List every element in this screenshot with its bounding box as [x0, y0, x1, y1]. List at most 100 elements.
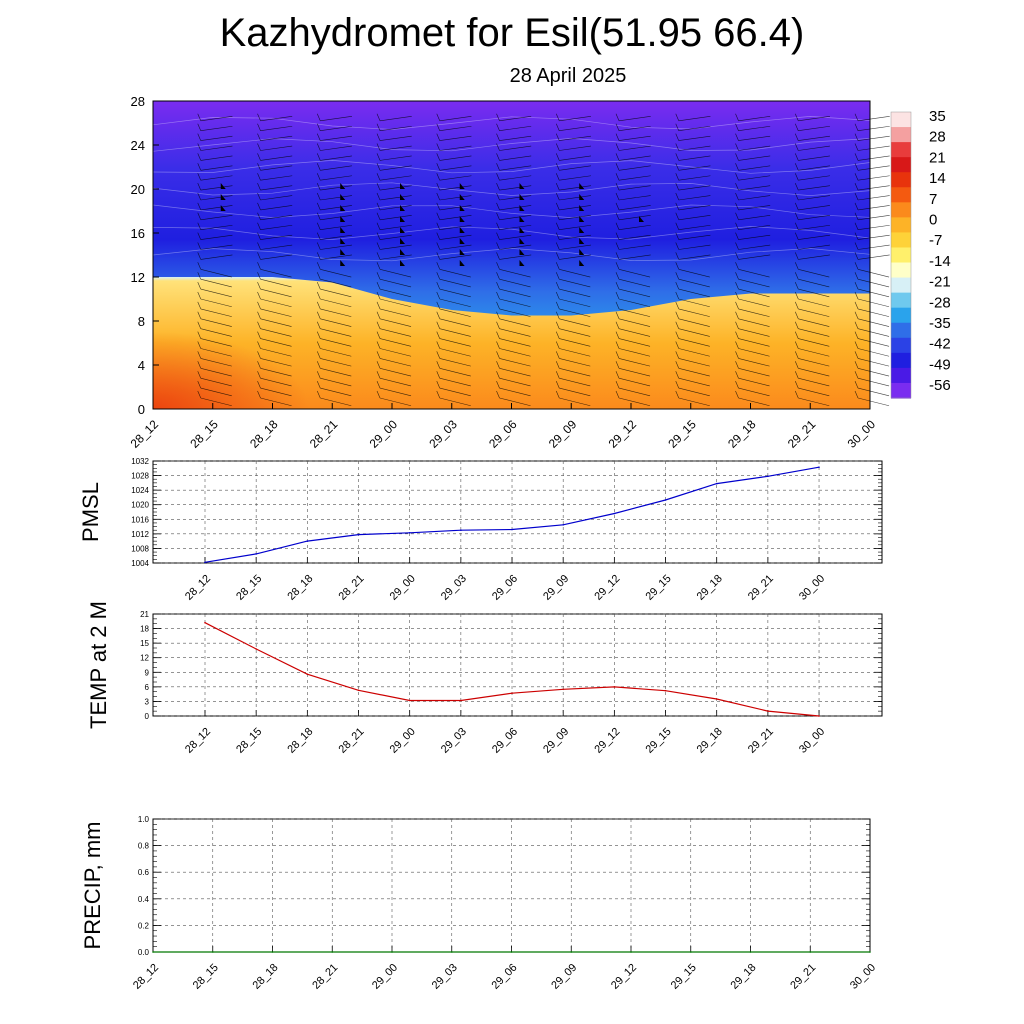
wind-barb: [379, 195, 412, 201]
wind-barb-flag: [316, 380, 321, 389]
wind-barb: [439, 278, 471, 288]
wind-barb-flag: [854, 321, 859, 329]
wind-barb-flag: [854, 311, 859, 319]
wind-barb: [857, 145, 890, 151]
wind-barb-flag: [854, 301, 859, 310]
wind-barb-flag: [794, 202, 799, 211]
wind-barb-flag: [436, 173, 441, 181]
wind-barb-flag: [436, 212, 441, 220]
wind-barb-flag: [794, 143, 799, 151]
wind-barbs: [152, 113, 890, 407]
wind-barb-flag: [615, 212, 620, 220]
wind-barb-flag: [854, 212, 859, 220]
wind-barb-flag: [316, 390, 321, 399]
wind-barb: [260, 328, 292, 337]
wind-barb: [320, 244, 352, 250]
wind-barb: [499, 135, 532, 141]
wind-barb-flag: [316, 113, 321, 121]
y-tick-label: 0.8: [138, 842, 150, 851]
x-tick-label: 28_12: [183, 573, 213, 603]
wind-barb: [618, 135, 651, 141]
wind-barb: [320, 269, 352, 278]
wind-barb: [798, 308, 830, 317]
contour-line: [152, 138, 871, 152]
wind-barb-flag: [257, 281, 261, 290]
wind-barb-flag: [854, 113, 859, 121]
wind-barb: [678, 278, 710, 288]
x-tick-label: 28_15: [234, 573, 264, 603]
wind-barb-flag: [555, 351, 560, 359]
x-tick-label: 29_09: [541, 726, 571, 756]
wind-barb: [678, 234, 711, 240]
wind-barb: [320, 278, 352, 288]
wind-barb: [857, 155, 890, 161]
wind-barb: [738, 368, 770, 377]
x-tick-label: 29_15: [644, 573, 674, 603]
wind-barb-flag: [257, 361, 261, 369]
wind-barb: [379, 338, 412, 347]
wind-barb-flag: [675, 153, 680, 161]
wind-barb-flag: [615, 192, 620, 201]
wind-barb: [559, 377, 591, 387]
wind-barb-flag: [316, 281, 321, 290]
wind-barb: [260, 318, 292, 327]
wind-barb: [200, 269, 232, 278]
wind-barb-flag: [794, 232, 799, 240]
wind-barb: [857, 234, 890, 240]
wind-barb-flag: [257, 321, 261, 329]
wind-barb-flag: [436, 291, 441, 300]
y-tick-label: 24: [131, 138, 145, 153]
wind-barb-flag: [735, 390, 739, 399]
wind-barb: [857, 397, 890, 407]
wind-barb: [200, 244, 233, 250]
wind-barb: [260, 308, 292, 317]
wind-barb-flag: [794, 351, 799, 359]
wind-barb: [379, 358, 412, 367]
wind-barb-flag: [794, 252, 799, 260]
colorbar-swatch: [891, 232, 911, 249]
wind-barb-flag: [436, 311, 441, 319]
wind-pennant: [579, 194, 585, 200]
wind-barb-flag: [496, 361, 500, 369]
wind-barb-flag: [436, 123, 441, 131]
contour-line: [152, 182, 871, 196]
wind-pennant: [459, 238, 465, 244]
wind-pennant: [519, 216, 525, 222]
wind-barb: [320, 358, 352, 367]
y-tick-label: 1032: [131, 457, 149, 466]
wind-barb: [499, 338, 531, 347]
y-tick-label: 1012: [131, 530, 149, 539]
x-tick-label: 29_00: [388, 573, 418, 603]
wind-barb: [320, 234, 352, 240]
wind-barb-flag: [436, 361, 441, 369]
wind-barb-flag: [854, 232, 859, 240]
wind-barb-flag: [675, 301, 680, 310]
x-tick-label: 29_00: [388, 726, 418, 756]
wind-barb-flag: [436, 390, 441, 399]
wind-barb: [439, 377, 471, 387]
wind-barb: [798, 205, 830, 211]
wind-barb-flag: [555, 262, 560, 270]
wind-pennant: [579, 260, 585, 266]
wind-pennant: [340, 216, 346, 222]
wind-barb-flag: [735, 202, 739, 211]
x-tick-label: 28_18: [251, 962, 281, 992]
wind-barb: [439, 397, 471, 407]
x-tick-label: 28_18: [285, 573, 315, 603]
wind-barb-flag: [376, 301, 381, 310]
wind-barb-flag: [794, 113, 799, 121]
wind-barb-flag: [854, 390, 859, 399]
wind-barb: [439, 298, 471, 308]
page-title: Kazhydromet for Esil(51.95 66.4): [219, 11, 805, 55]
wind-barb-flag: [854, 361, 859, 369]
data-point: [630, 951, 632, 953]
data-point: [408, 699, 411, 702]
wind-barb-flag: [675, 143, 680, 151]
wind-barb-flag: [316, 232, 321, 240]
wind-barb-flag: [376, 182, 381, 191]
wind-barb-flag: [794, 291, 799, 300]
wind-pennant: [340, 249, 346, 255]
x-tick-label: 28_12: [183, 726, 213, 756]
wind-barb: [678, 377, 710, 387]
wind-barb-flag: [735, 351, 739, 359]
